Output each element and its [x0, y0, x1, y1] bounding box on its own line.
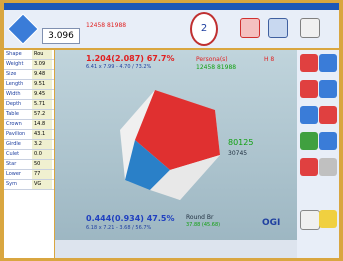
param-value: 14.8 — [32, 120, 52, 129]
top-info: 12458 81988 — [86, 22, 126, 29]
side-toolbar — [297, 50, 339, 258]
id: 80125 — [228, 138, 253, 147]
param-label: Pavilion — [4, 130, 32, 139]
param-label: Sym — [4, 180, 32, 189]
param-label: Star — [4, 160, 32, 169]
param-value: 9.45 — [32, 90, 52, 99]
logo-icon — [6, 12, 40, 46]
param-value: 57.2 — [32, 110, 52, 119]
id: 30745 — [228, 150, 247, 157]
param-label: Width — [4, 90, 32, 99]
brand: OGI — [262, 218, 280, 228]
param-label: Length — [4, 80, 32, 89]
param-value: 50 — [32, 160, 52, 169]
bottom-toolbar — [55, 240, 297, 258]
status-code: 12458 81988 — [196, 64, 236, 71]
param-label: Size — [4, 70, 32, 79]
title-bar — [4, 3, 339, 10]
hint: H 8 — [264, 56, 274, 63]
status: Persona(s) — [196, 56, 228, 63]
param-value: VG — [32, 180, 52, 189]
app-window: 3.096 12458 81988 2 ShapeRouWeight3.09Si… — [0, 0, 343, 261]
weight-box: 3.096 — [42, 28, 80, 44]
param-value: 9.51 — [32, 80, 52, 89]
param-label: Shape — [4, 50, 32, 59]
param-value: 0.0 — [32, 150, 52, 159]
gem-model — [110, 80, 240, 210]
tool-icon[interactable] — [268, 18, 288, 38]
param-value: 43.1 — [32, 130, 52, 139]
param-label: Crown — [4, 120, 32, 129]
result-sub: 6.41 x 7.99 - 4.70 / 73.2% — [86, 64, 151, 70]
shape: Round Br — [186, 214, 213, 221]
param-value: 77 — [32, 170, 52, 179]
param-label: Girdle — [4, 140, 32, 149]
param-label: Depth — [4, 100, 32, 109]
result-main: 1.204(2.087) 67.7% — [86, 54, 174, 63]
result-sub: 6.18 x 7.21 - 3.68 / 56.7% — [86, 225, 151, 231]
param-value: 9.48 — [32, 70, 52, 79]
badge[interactable]: 2 — [190, 12, 218, 46]
shape-detail: 37.88 (45.68) — [186, 222, 220, 228]
result-main: 0.444(0.934) 47.5% — [86, 214, 174, 223]
param-label: Table — [4, 110, 32, 119]
param-label: Culet — [4, 150, 32, 159]
tool-icon[interactable] — [240, 18, 260, 38]
param-value: 5.71 — [32, 100, 52, 109]
param-label: Weight — [4, 60, 32, 69]
param-value: 3.2 — [32, 140, 52, 149]
param-value: 3.09 — [32, 60, 52, 69]
tool-icon[interactable] — [300, 18, 320, 38]
param-label: Lower — [4, 170, 32, 179]
param-value: Rou — [32, 50, 52, 59]
